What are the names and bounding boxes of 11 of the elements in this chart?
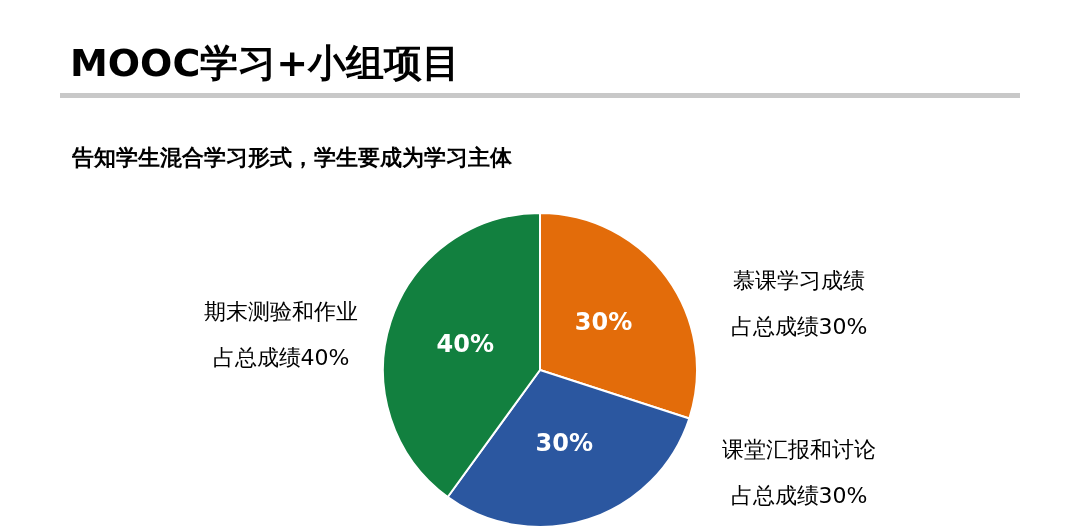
slice-label: 期末测验和作业: [204, 298, 358, 324]
data-label: 30%: [535, 428, 593, 457]
slice-label: 课堂汇报和讨论: [722, 437, 876, 463]
data-label: 30%: [574, 308, 633, 337]
slice-label: 慕课学习成绩: [733, 268, 865, 294]
text: 占总成绩30%: [730, 483, 868, 509]
chart-subtitle: 告知学生混合学习形式，学生要成为学习主体: [72, 144, 512, 172]
text: 占总成绩30%: [730, 314, 868, 340]
chart-title: MOOC学习+小组项目: [70, 40, 461, 87]
text: 占总成绩40%: [212, 344, 350, 370]
data-label: 40%: [436, 329, 495, 358]
